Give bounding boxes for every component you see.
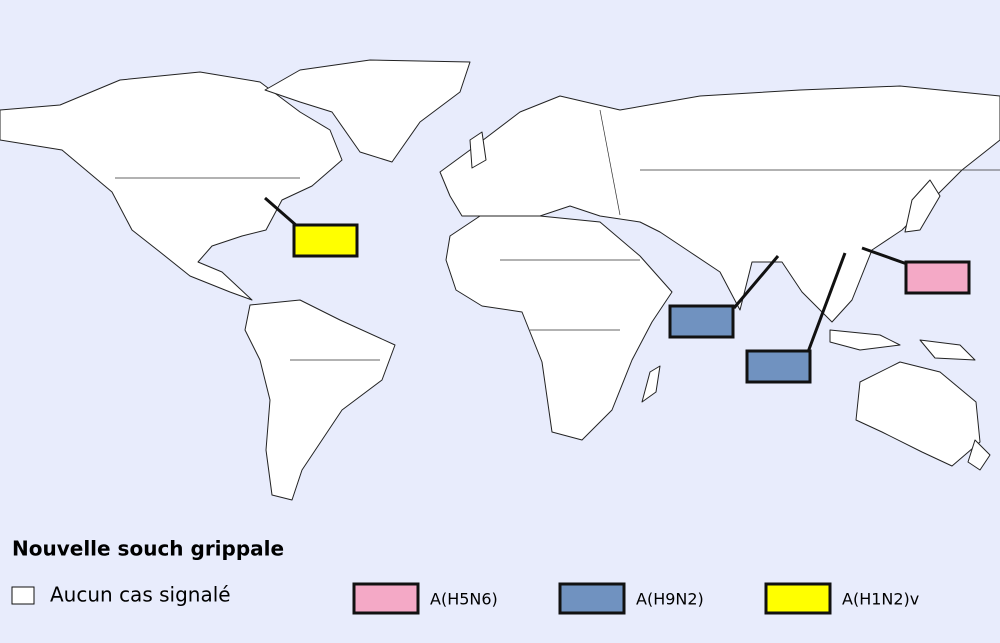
callouts	[292, 223, 971, 384]
greenland	[264, 59, 471, 163]
japan	[904, 179, 941, 233]
eurasia	[439, 85, 1000, 323]
border	[599, 109, 621, 216]
legend-swatch	[11, 586, 35, 605]
new-zealand	[967, 439, 991, 471]
callout-box	[904, 260, 971, 295]
callout-line	[861, 246, 908, 266]
legend-title: Nouvelle souch grippale	[12, 537, 284, 561]
legend-label: Aucun cas signalé	[50, 583, 231, 607]
north-america	[0, 71, 343, 301]
uk	[469, 131, 487, 169]
legend: Aucun cas signalé A(H5N6) A(H9N2) A(H1N2)v	[11, 582, 919, 615]
australia	[855, 361, 981, 467]
africa	[445, 215, 673, 441]
callout-lines	[264, 196, 908, 353]
indonesia	[829, 329, 901, 351]
legend-label: A(H1N2)v	[842, 590, 919, 609]
new-guinea	[919, 339, 976, 361]
callout-box	[745, 349, 812, 384]
legend-swatch	[764, 582, 832, 615]
legend-label: A(H9N2)	[636, 590, 704, 609]
land	[0, 59, 1000, 501]
callout-box	[668, 304, 735, 339]
callout-line	[732, 255, 780, 309]
madagascar	[641, 365, 661, 403]
callout-box	[292, 223, 359, 258]
callout-line	[264, 196, 298, 228]
south-america	[244, 299, 396, 501]
legend-label: A(H5N6)	[430, 590, 498, 609]
legend-swatch	[352, 582, 420, 615]
legend-swatch	[558, 582, 626, 615]
callout-line	[806, 252, 847, 353]
